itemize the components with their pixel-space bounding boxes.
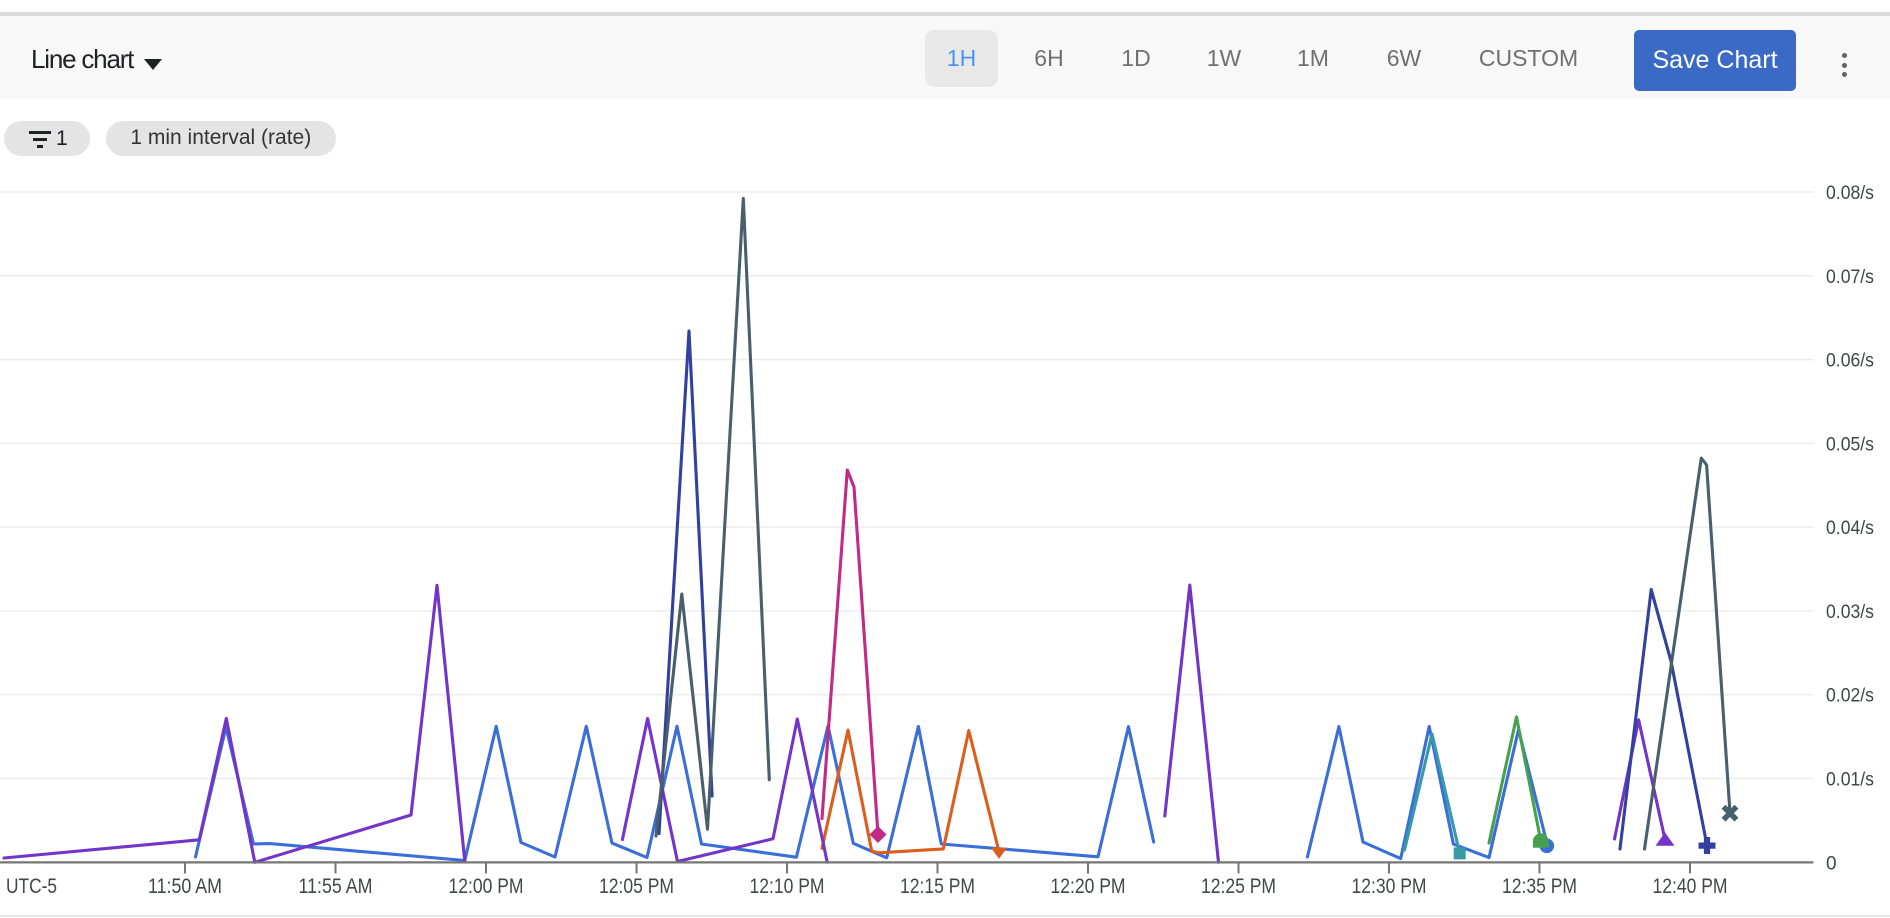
svg-text:12:20 PM: 12:20 PM (1051, 875, 1126, 898)
svg-text:12:25 PM: 12:25 PM (1201, 875, 1276, 898)
svg-text:12:05 PM: 12:05 PM (599, 875, 674, 898)
svg-text:12:30 PM: 12:30 PM (1352, 875, 1427, 898)
svg-text:0.01/s: 0.01/s (1826, 770, 1874, 791)
svg-text:UTC-5: UTC-5 (6, 875, 57, 898)
svg-text:0: 0 (1826, 853, 1837, 874)
svg-text:0.08/s: 0.08/s (1826, 183, 1874, 204)
svg-text:12:15 PM: 12:15 PM (900, 875, 975, 898)
svg-text:0.03/s: 0.03/s (1826, 602, 1874, 623)
svg-text:0.07/s: 0.07/s (1826, 267, 1874, 288)
svg-text:0.06/s: 0.06/s (1826, 351, 1874, 372)
svg-text:12:00 PM: 12:00 PM (449, 875, 524, 898)
svg-text:12:10 PM: 12:10 PM (750, 875, 825, 898)
svg-text:12:40 PM: 12:40 PM (1653, 875, 1728, 898)
svg-text:0.02/s: 0.02/s (1826, 686, 1874, 707)
svg-text:0.04/s: 0.04/s (1826, 518, 1874, 539)
svg-text:12:35 PM: 12:35 PM (1502, 875, 1577, 898)
svg-text:11:50 AM: 11:50 AM (148, 875, 222, 898)
svg-text:0.05/s: 0.05/s (1826, 434, 1874, 455)
svg-text:11:55 AM: 11:55 AM (299, 875, 373, 898)
